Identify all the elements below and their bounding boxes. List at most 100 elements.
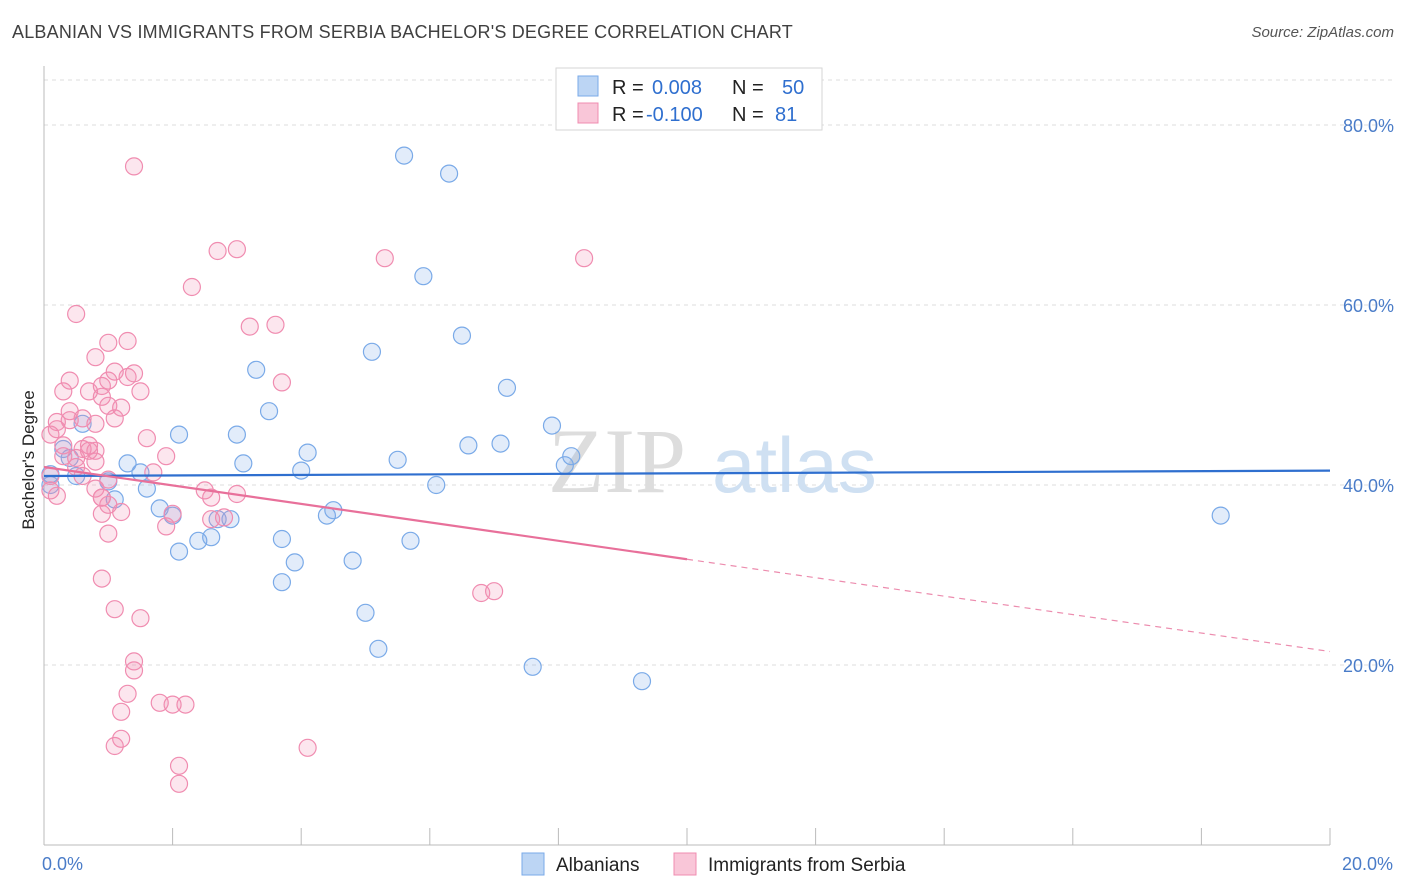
albanians-point [497,378,517,397]
serbia-point [112,502,131,522]
axes: 20.0% 40.0% 60.0% 80.0% 0.0% 20.0% [42,66,1394,874]
albanians-trend-line [43,469,1331,478]
albanians-point [259,402,279,421]
serbia-point [485,582,504,601]
albanians-point [221,510,240,529]
x-tick-label-min: 0.0% [42,854,83,874]
albanians-point [414,267,433,286]
bottom-legend-swatch-albanians [521,852,545,876]
serbia-point [99,470,118,489]
serbia-point [99,333,118,352]
albanians-point [343,551,362,570]
watermark-zip: ZIP [548,410,686,512]
serbia-point [227,240,246,259]
legend-swatch-serbia [577,102,599,124]
serbia-point [99,371,118,390]
serbia-point [124,364,144,383]
y-tick-label: 40.0% [1343,476,1394,496]
albanians-point [272,529,292,549]
serbia-point [163,504,182,523]
source-label: Source: ZipAtlas.com [1251,24,1394,41]
serbia-point [54,382,73,401]
serbia-point [67,304,86,324]
serbia-point [47,420,66,439]
albanians-point [452,326,472,345]
albanians-point [542,416,562,435]
serbia-point [86,348,105,367]
albanians-point [169,542,189,561]
albanians-point [292,461,311,480]
serbia-point [105,600,124,619]
stats-legend: R = 0.008 N = 50 R = -0.100 N = 81 [555,67,823,131]
albanians-point [523,657,542,676]
y-axis-title: Bachelor's Degree [19,390,38,529]
serbia-point [272,373,292,392]
serbia-point [118,684,137,703]
serbia-point [169,756,189,775]
albanians-point [272,573,292,592]
serbia-point [79,441,99,460]
serbia-point [157,447,176,466]
serbia-point [124,661,144,680]
bottom-legend-swatch-serbia [673,852,697,876]
legend-r-label-albanians: R = [612,77,644,99]
serbia-trend-line [43,465,688,561]
serbia-point [202,488,221,507]
albanians-point [401,531,420,550]
albanians-point [427,475,446,495]
albanians-point [369,639,388,658]
serbia-point [92,569,111,588]
albanians-point [227,425,246,444]
bottom-legend-label-albanians: Albanians [556,855,639,876]
serbia-point [92,504,111,523]
legend-r-value-albanians: 0.008 [652,77,702,99]
watermark: ZIP atlas [548,410,877,512]
y-tick-label: 20.0% [1343,656,1394,676]
legend-r-value-serbia: -0.100 [646,104,703,126]
serbia-point [92,387,111,406]
albanians-point [169,425,189,444]
albanians-point [298,443,317,462]
serbia-point [105,409,124,428]
serbia-point [575,249,594,268]
legend-n-value-serbia: 81 [775,104,797,126]
albanians-point [285,553,304,572]
legend-r-label-serbia: R = [612,104,644,126]
albanians-point [562,447,581,466]
albanians-point [356,603,375,622]
legend-swatch-albanians [577,75,599,97]
serbia-point [60,371,79,390]
albanians-point [1211,506,1230,525]
legend-n-label-albanians: N = [732,77,764,99]
serbia-point [112,702,131,721]
y-tick-label: 60.0% [1343,296,1394,316]
albanians-point [118,454,137,473]
albanians-point [439,164,459,183]
serbia-point [137,429,156,448]
serbia-point [86,452,105,471]
serbia-point [214,508,234,527]
albanians-point [388,450,407,469]
watermark-atlas: atlas [712,421,877,509]
serbia-point [86,479,105,498]
albanians-point [632,672,652,691]
bottom-legend-label-serbia: Immigrants from Serbia [708,855,906,876]
serbia-point [375,249,394,268]
grid-lines [44,79,1392,666]
serbia-point [105,736,124,756]
serbia-point [163,695,182,714]
data-points [41,146,1230,793]
serbia-point [112,729,131,748]
albanians-point [362,342,382,361]
serbia-point [298,738,317,757]
serbia-point [240,317,259,336]
serbia-point [176,695,195,714]
serbia-point [182,277,201,297]
serbia-trend-line-extension [686,558,1331,653]
serbia-point [124,157,144,176]
serbia-point [112,398,131,417]
albanians-point [234,454,253,473]
chart-title: ALBANIAN VS IMMIGRANTS FROM SERBIA BACHE… [12,22,793,42]
albanians-point [202,528,221,547]
serbia-point [208,241,227,261]
